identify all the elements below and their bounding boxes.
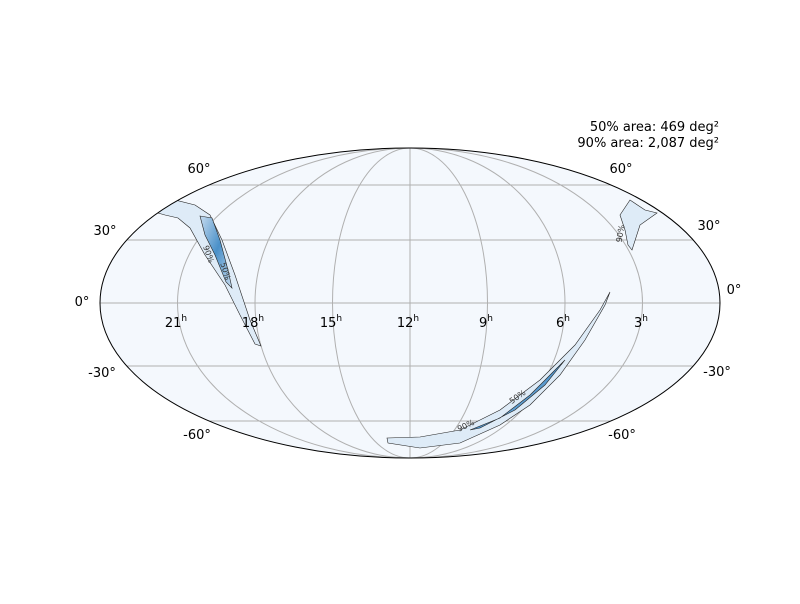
area-label: 90% area: 2,087 deg² bbox=[577, 136, 719, 151]
dec-label: 60° bbox=[609, 162, 632, 177]
dec-label: 0° bbox=[75, 295, 90, 310]
ra-label: 9h bbox=[479, 314, 493, 331]
ra-label: 21h bbox=[165, 314, 187, 331]
dec-label: 60° bbox=[187, 162, 210, 177]
ra-label: 15h bbox=[320, 314, 342, 331]
ra-unit: h bbox=[564, 314, 570, 324]
contour-90 bbox=[619, 199, 658, 251]
ra-hour: 18 bbox=[242, 316, 259, 331]
probability-regions bbox=[157, 199, 658, 449]
contour-50 bbox=[469, 359, 566, 431]
contour-50 bbox=[199, 215, 233, 289]
dec-label: -30° bbox=[703, 365, 731, 380]
ra-label: 3h bbox=[634, 314, 648, 331]
dec-label: 30° bbox=[697, 219, 720, 234]
ra-unit: h bbox=[181, 314, 187, 324]
ra-unit: h bbox=[642, 314, 648, 324]
dec-label: 0° bbox=[727, 283, 742, 298]
ra-label: 6h bbox=[556, 314, 570, 331]
ra-unit: h bbox=[336, 314, 342, 324]
ra-hour: 21 bbox=[165, 316, 182, 331]
sky-outline bbox=[99, 147, 721, 459]
ra-unit: h bbox=[413, 314, 419, 324]
dec-label: -60° bbox=[183, 428, 211, 443]
ra-hour: 9 bbox=[479, 316, 487, 331]
contour-label: 90% bbox=[615, 224, 627, 243]
dec-label: 30° bbox=[93, 224, 116, 239]
ra-unit: h bbox=[487, 314, 493, 324]
ra-label: 18h bbox=[242, 314, 264, 331]
dec-label: -60° bbox=[608, 428, 636, 443]
contour-90 bbox=[386, 291, 611, 449]
graticule bbox=[100, 148, 720, 458]
ra-unit: h bbox=[258, 314, 264, 324]
ra-hour: 3 bbox=[634, 316, 642, 331]
ra-label: 12h bbox=[397, 314, 419, 331]
area-label: 50% area: 469 deg² bbox=[590, 120, 719, 135]
ra-hour: 12 bbox=[397, 316, 414, 331]
ra-hour: 15 bbox=[320, 316, 337, 331]
ra-hour: 6 bbox=[556, 316, 564, 331]
dec-label: -30° bbox=[88, 366, 116, 381]
